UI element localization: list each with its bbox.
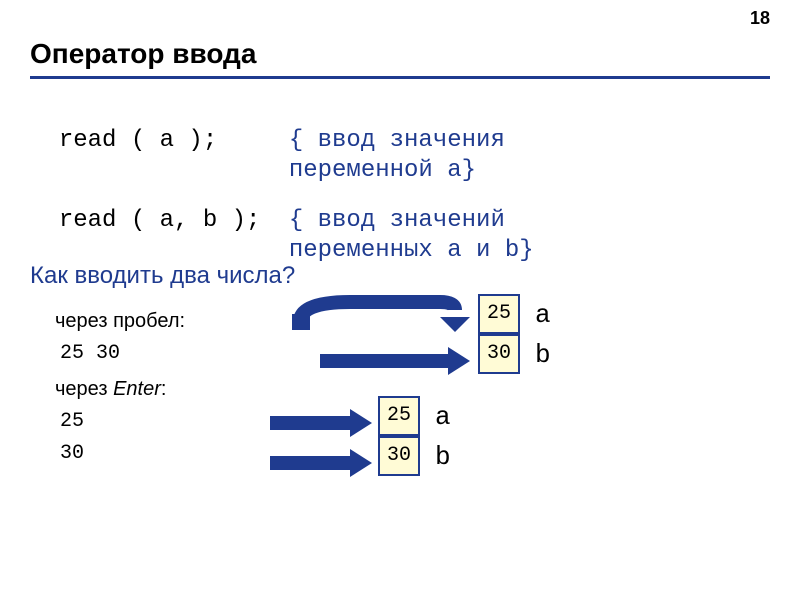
method2-input-l1: 25 [60, 410, 84, 433]
code1-stmt: read ( a ); [30, 100, 217, 154]
code2-comment-l2-text: переменных a и b} [289, 237, 534, 264]
box-g2-top: 25 [378, 396, 420, 436]
method2-label-suffix: : [161, 378, 167, 400]
method1-input: 25 30 [60, 342, 120, 365]
method2-input-l2: 30 [60, 442, 84, 465]
code1-text: read ( a ); [59, 127, 217, 154]
code2-comment-l2: переменных a и b} [260, 210, 534, 264]
code1-comment-l2: переменной a} [260, 130, 476, 184]
box-g2-bottom: 30 [378, 436, 420, 476]
var-g1-a: a [535, 300, 551, 330]
method1-label: через пробел: [55, 310, 185, 333]
slide-title: Оператор ввода [30, 38, 256, 70]
var-g2-a: a [435, 402, 451, 432]
arrow-g2-top [270, 409, 378, 437]
box-g1-bottom: 30 [478, 334, 520, 374]
method2-label-prefix: через [55, 378, 113, 400]
arrow-g2-bottom [270, 449, 378, 477]
question: Как вводить два числа? [30, 262, 295, 290]
title-rule [30, 76, 770, 79]
page-number: 18 [750, 8, 770, 29]
box-g1-top: 25 [478, 294, 520, 334]
code2-text: read ( a, b ); [59, 207, 261, 234]
arrow-g1-bottom [320, 347, 478, 375]
var-g1-b: b [535, 340, 551, 370]
code2-stmt: read ( a, b ); [30, 180, 260, 234]
var-g2-b: b [435, 442, 451, 472]
method2-label: через Enter: [55, 378, 166, 401]
curved-arrow-icon [290, 292, 480, 332]
method2-label-enter: Enter [113, 378, 161, 400]
